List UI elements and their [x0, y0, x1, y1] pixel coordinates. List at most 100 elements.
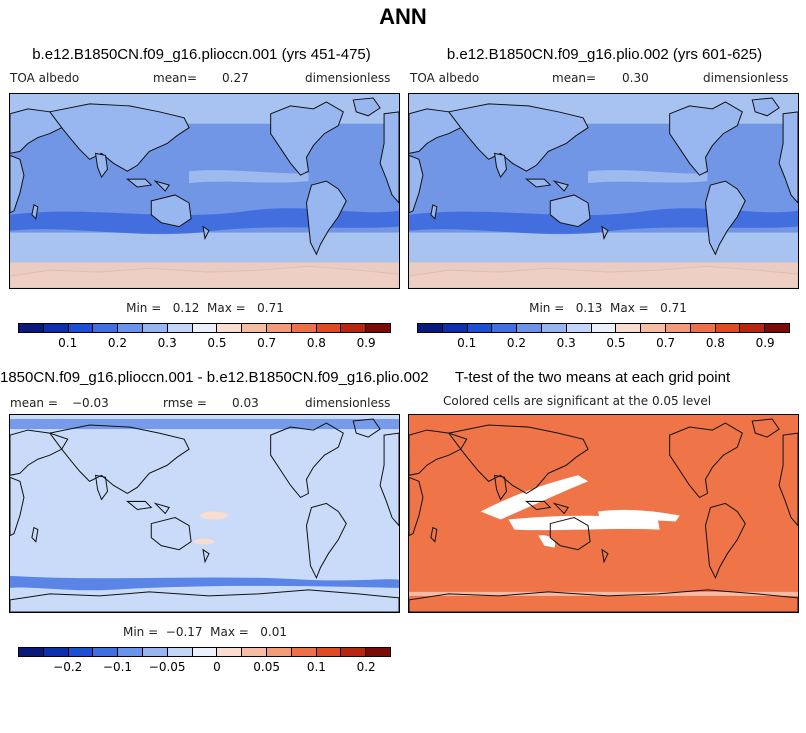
coastline: [94, 152, 109, 179]
panel3-difference-map: [9, 414, 400, 613]
colorbar-swatch: [93, 324, 119, 332]
colorbar-tick-label: 0.8: [705, 336, 725, 350]
panel3-rmse-value: 0.03: [232, 396, 259, 410]
coastline: [202, 225, 210, 241]
coastline: [549, 516, 591, 551]
colorbar-swatch: [566, 324, 592, 332]
coastline: [751, 97, 780, 117]
coastline: [447, 103, 589, 172]
coastline: [305, 180, 347, 256]
panel1-title: b.e12.B1850CN.f09_g16.plioccn.001 (yrs 4…: [32, 46, 371, 63]
coastline: [125, 178, 153, 188]
panel4-ttest-map: [408, 414, 799, 613]
coastline: [31, 526, 39, 543]
antarctic-ice: [409, 262, 798, 288]
coastline: [409, 108, 468, 154]
subtropical-low-albedo-band: [409, 208, 798, 235]
coastline: [430, 204, 438, 220]
coastline: [778, 432, 798, 527]
panel1-mean-value: 0.27: [222, 71, 249, 85]
colorbar-tick-label: 0.2: [356, 660, 376, 674]
itcz-band: [189, 170, 309, 184]
coastline: [153, 502, 170, 515]
colorbar-swatch: [266, 324, 292, 332]
map-canvas: [10, 94, 399, 288]
coastline: [669, 101, 743, 176]
panel3-mean-label: mean =: [10, 396, 58, 410]
colorbar-swatch: [142, 648, 168, 656]
colorbar-swatch: [167, 648, 193, 656]
coastline: [305, 502, 347, 580]
positive-anomaly: [200, 511, 228, 520]
coastline: [704, 180, 746, 256]
coastline: [751, 418, 780, 438]
colorbar-tick-label: 0.2: [107, 336, 127, 350]
colorbar-tick-label: −0.2: [53, 660, 83, 674]
coastline: [10, 589, 399, 612]
colorbar-swatch: [43, 324, 69, 332]
colorbar-tick-label: −0.05: [148, 660, 186, 674]
colorbar-swatch: [366, 648, 390, 656]
colorbar-swatch: [665, 324, 691, 332]
colorbar-tick-label: 0.8: [306, 336, 326, 350]
coastline: [150, 516, 192, 551]
coastline: [10, 429, 69, 476]
colorbar-swatch: [242, 324, 267, 332]
colorbar-swatch: [217, 648, 243, 656]
colorbar-swatch: [68, 648, 94, 656]
subtropical-low-albedo-band: [10, 208, 399, 235]
panel3-mean-value: −0.03: [72, 396, 109, 410]
colorbar-swatch: [266, 648, 292, 656]
colorbar-swatch: [740, 324, 766, 332]
colorbar-swatch: [217, 324, 243, 332]
colorbar-tick-label: 0.9: [755, 336, 775, 350]
colorbar-tick-label: 0.5: [207, 336, 227, 350]
panel1-colorbar: [18, 323, 391, 333]
colorbar-tick-label: 0: [213, 660, 221, 674]
coastline: [552, 502, 569, 515]
colorbar-swatch: [641, 324, 666, 332]
colorbar-tick-label: 0.7: [656, 336, 676, 350]
colorbar-swatch: [242, 648, 267, 656]
map-canvas: [10, 415, 399, 612]
coastline: [379, 111, 399, 204]
colorbar-swatch: [316, 324, 342, 332]
colorbar-swatch: [467, 324, 493, 332]
positive-anomaly: [194, 538, 214, 545]
panel2-title: b.e12.B1850CN.f09_g16.plio.002 (yrs 601-…: [446, 46, 763, 63]
coastline: [379, 432, 399, 527]
colorbar-tick-label: 0.1: [457, 336, 477, 350]
colorbar-swatch: [690, 324, 716, 332]
colorbar-swatch: [118, 324, 143, 332]
coastline: [552, 180, 569, 192]
colorbar-swatch: [118, 648, 143, 656]
panel2-mean-label: mean=: [552, 71, 597, 85]
colorbar-tick-label: 0.5: [606, 336, 626, 350]
panel1-albedo-map: [9, 93, 400, 289]
colorbar-swatch: [418, 324, 443, 332]
coastline: [549, 194, 591, 228]
coastline: [94, 474, 109, 501]
coastline: [778, 111, 798, 204]
colorbar-swatch: [341, 324, 367, 332]
panel1-variable: TOA albedo: [10, 71, 80, 85]
panel3-title: 1850CN.f09_g16.plioccn.001 - b.e12.B1850…: [0, 369, 429, 386]
coastline: [10, 476, 25, 537]
colorbar-tick-label: 0.1: [306, 660, 326, 674]
coastline: [270, 101, 344, 176]
colorbar-swatch: [291, 324, 317, 332]
panel3-colorbar: [18, 647, 391, 657]
colorbar-swatch: [19, 648, 44, 656]
coastline: [10, 154, 25, 214]
panel2-colorbar: [417, 323, 790, 333]
coastline: [447, 424, 589, 494]
panel3-rmse-label: rmse =: [163, 396, 207, 410]
coastline: [153, 180, 170, 192]
coastline: [524, 178, 552, 188]
coastline: [270, 422, 344, 499]
coastline: [125, 500, 153, 511]
colorbar-swatch: [192, 648, 218, 656]
coastline: [409, 429, 468, 476]
map-canvas: [409, 94, 798, 288]
panel4-subtitle: Colored cells are significant at the 0.0…: [443, 394, 712, 408]
